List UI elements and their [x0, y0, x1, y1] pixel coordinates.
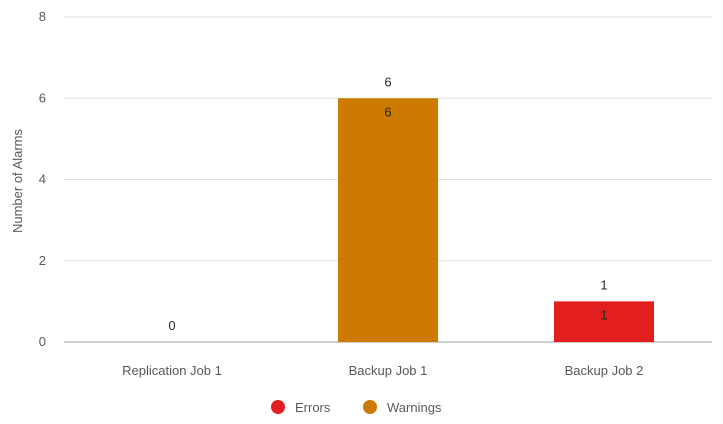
- legend-marker: [271, 400, 285, 414]
- y-tick-label: 6: [39, 90, 46, 105]
- x-category-label: Replication Job 1: [122, 363, 222, 378]
- y-tick-label: 4: [39, 172, 46, 187]
- bar-errors-2[interactable]: [554, 301, 654, 342]
- y-tick-label: 0: [39, 334, 46, 349]
- y-axis-ticks: 0 2 4 6 8: [39, 9, 46, 349]
- data-labels: 0 6 6 1 1: [168, 74, 607, 333]
- bar-total-label: 1: [600, 277, 607, 292]
- legend-label: Warnings: [387, 400, 442, 415]
- legend-item-warnings[interactable]: Warnings: [363, 400, 442, 415]
- legend-label: Errors: [295, 400, 331, 415]
- bar-warnings-1[interactable]: [338, 98, 438, 342]
- bar-total-label: 0: [168, 318, 175, 333]
- bar-total-label: 6: [384, 74, 391, 89]
- x-axis-categories: Replication Job 1 Backup Job 1 Backup Job …: [122, 363, 643, 378]
- x-category-label: Backup Job 2: [565, 363, 644, 378]
- bar-value-label: 1: [600, 307, 607, 322]
- y-axis-title: Number of Alarms: [10, 128, 25, 233]
- y-tick-label: 8: [39, 9, 46, 24]
- x-category-label: Backup Job 1: [349, 363, 428, 378]
- legend-item-errors[interactable]: Errors: [271, 400, 331, 415]
- legend-marker: [363, 400, 377, 414]
- bar-value-label: 6: [384, 104, 391, 119]
- legend: Errors Warnings: [271, 400, 442, 415]
- y-tick-label: 2: [39, 253, 46, 268]
- bars: [338, 98, 654, 342]
